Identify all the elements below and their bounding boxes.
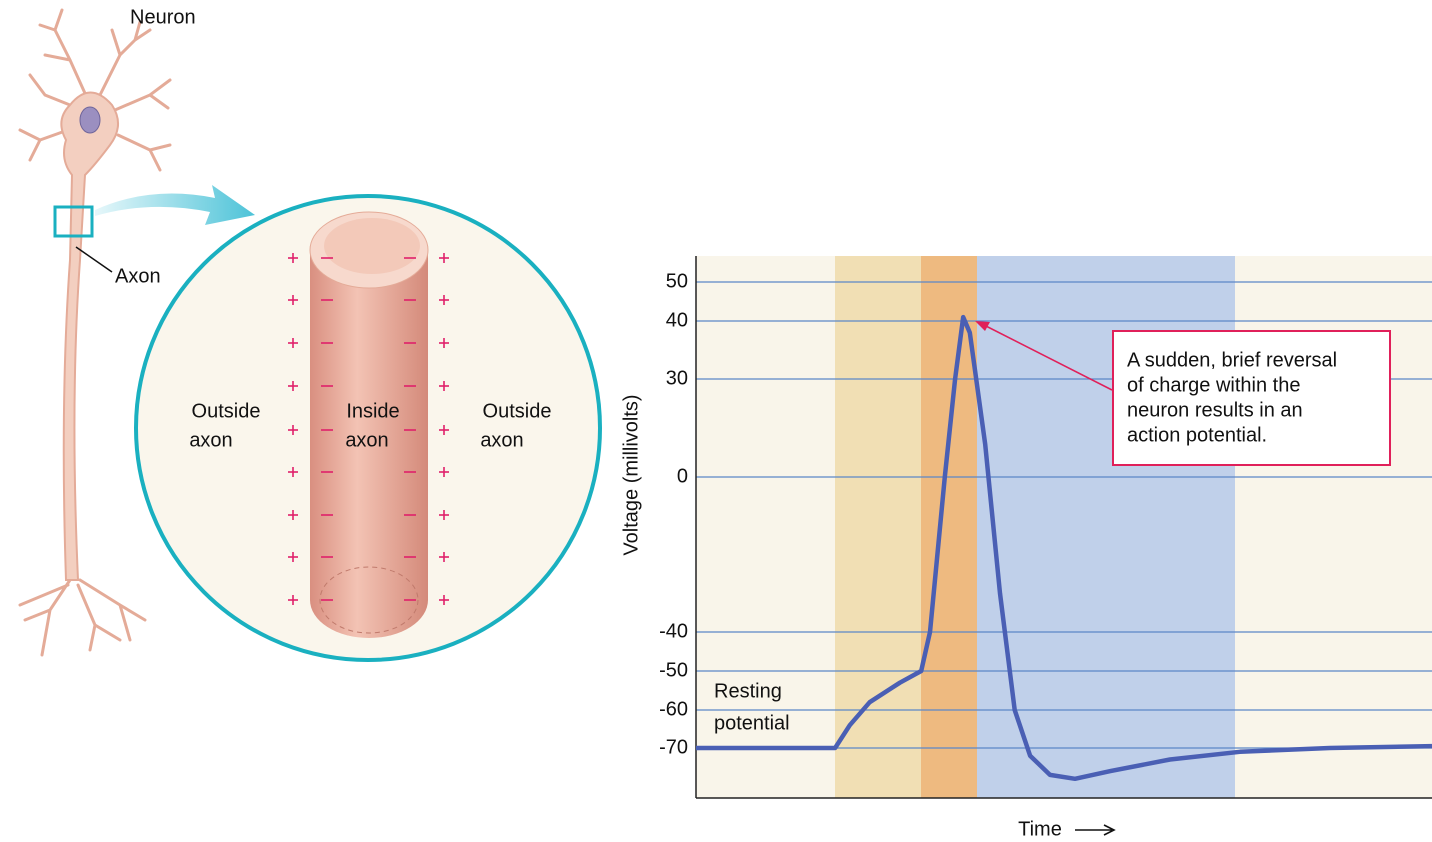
page: Neuron Axon Outside axon Inside axon Out… (0, 0, 1432, 842)
axon-top-inner (324, 218, 420, 274)
chart: 50 40 30 0 -40 -50 -60 -70 Voltage (millivolts) T… (620, 256, 1432, 840)
y-tick-label: -40 (659, 620, 688, 642)
neuron-body (61, 93, 118, 581)
neuron-label: Neuron (130, 6, 196, 28)
y-tick-label: 30 (666, 367, 688, 389)
outside-left-2: axon (189, 429, 232, 451)
outside-left-1: Outside (192, 400, 261, 422)
y-tick-label: -70 (659, 736, 688, 758)
zoom-arrow (95, 185, 255, 225)
axon-label: Axon (115, 265, 161, 287)
outside-right-1: Outside (483, 400, 552, 422)
callout-text: neuron results in an (1127, 399, 1303, 421)
resting-label: potential (714, 712, 790, 734)
resting-label: Resting (714, 680, 782, 702)
y-tick-label: -60 (659, 698, 688, 720)
time-arrow (1075, 825, 1114, 835)
outside-right-2: axon (480, 429, 523, 451)
nucleus (80, 107, 100, 133)
inside-2: axon (345, 429, 388, 451)
callout-text: action potential. (1127, 424, 1267, 446)
callout-text: A sudden, brief reversal (1127, 349, 1337, 371)
band (835, 256, 921, 798)
x-axis-label: Time (1018, 818, 1062, 840)
y-tick-label: 50 (666, 270, 688, 292)
y-tick-label: 0 (677, 465, 688, 487)
y-tick-label: 40 (666, 309, 688, 331)
inside-1: Inside (346, 400, 399, 422)
callout-text: of charge within the (1127, 374, 1300, 396)
axon-leader (76, 247, 112, 272)
y-tick-label: -50 (659, 659, 688, 681)
y-axis-label: Voltage (millivolts) (620, 394, 642, 555)
